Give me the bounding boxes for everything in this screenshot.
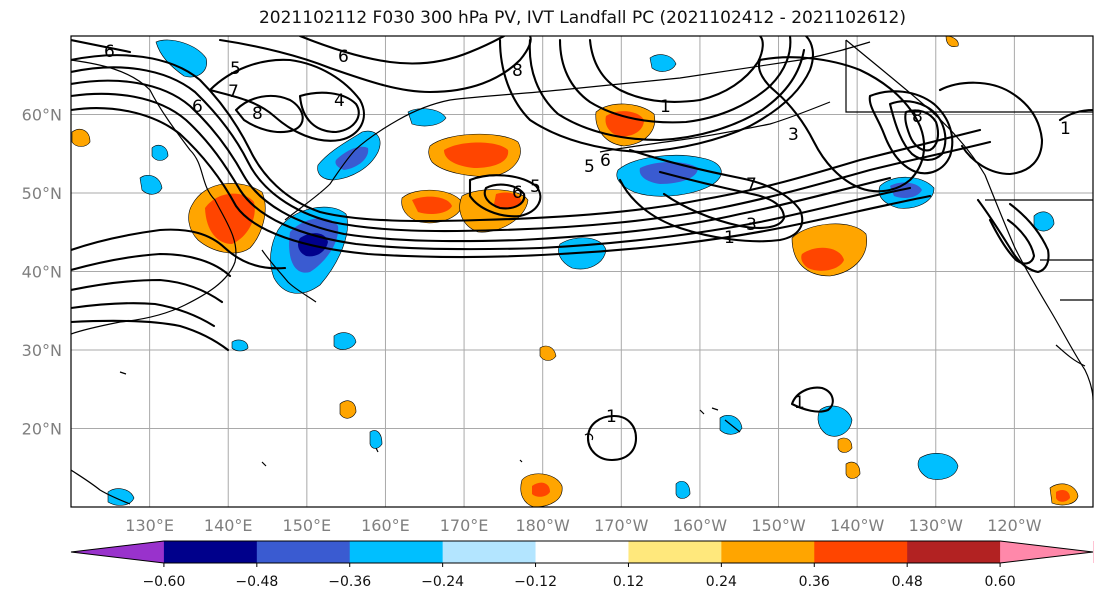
colorbar-tick-label: 0.60 <box>985 574 1016 590</box>
graticule <box>71 36 1093 507</box>
longitude-label: 120°W <box>987 516 1042 535</box>
svg-text:5: 5 <box>530 177 541 197</box>
colorbar-tick-label: −0.24 <box>421 574 464 590</box>
svg-text:6: 6 <box>338 47 349 67</box>
pv-contours <box>71 36 1093 462</box>
svg-text:6: 6 <box>192 97 203 117</box>
colorbar-tick-label: −0.12 <box>514 574 557 590</box>
svg-text:8: 8 <box>252 104 263 124</box>
svg-text:1: 1 <box>606 407 617 427</box>
svg-text:8: 8 <box>512 61 523 81</box>
latitude-labels: 60°N 50°N 40°N 30°N 20°N <box>22 106 62 439</box>
colorbar-segment <box>442 541 537 563</box>
longitude-labels: 130°E 140°E 150°E 160°E 170°E 180°W 170°W 160°W… <box>125 516 1041 535</box>
colorbar-segment <box>535 541 629 563</box>
latitude-label: 30°N <box>22 341 62 360</box>
svg-text:6: 6 <box>512 183 523 203</box>
svg-text:1: 1 <box>724 228 735 248</box>
longitude-label: 170°W <box>594 516 649 535</box>
longitude-label: 160°E <box>361 516 410 535</box>
svg-text:6: 6 <box>104 42 115 62</box>
longitude-label: 150°E <box>283 516 332 535</box>
longitude-label: 140°E <box>204 516 253 535</box>
longitude-label: 130°E <box>125 516 174 535</box>
colorbar-segment <box>721 541 815 563</box>
longitude-label: 170°E <box>440 516 489 535</box>
colorbar-tick-label: 0.24 <box>706 574 737 590</box>
colorbar-tick-label: 0.48 <box>892 574 923 590</box>
svg-text:8: 8 <box>912 107 923 127</box>
plot-frame <box>70 35 1094 508</box>
svg-text:3: 3 <box>788 125 799 145</box>
latitude-label: 60°N <box>22 106 62 125</box>
colorbar-segment <box>256 541 351 563</box>
latitude-label: 40°N <box>22 263 62 282</box>
colorbar-segment <box>814 541 908 563</box>
svg-text:5: 5 <box>584 157 595 177</box>
longitude-label: 130°W <box>909 516 964 535</box>
map-title: 2021102112 F030 300 hPa PV, IVT Landfall… <box>258 8 906 28</box>
svg-text:1: 1 <box>660 97 671 117</box>
svg-text:6: 6 <box>600 151 611 171</box>
colorbar: −0.60 −0.48 −0.36 −0.24 −0.12 0.12 0.24 0.36 0.4… <box>70 540 1094 590</box>
svg-text:4: 4 <box>334 91 345 111</box>
svg-text:5: 5 <box>230 59 241 79</box>
colorbar-tick-label: 0.36 <box>799 574 830 590</box>
colorbar-tick-label: −0.36 <box>328 574 371 590</box>
longitude-label: 150°W <box>751 516 806 535</box>
contour-labels: 6 5 7 6 8 4 6 8 5 6 6 5 7 3 1 3 1 8 1 1 … <box>104 42 1071 427</box>
colorbar-tick-label: 0.12 <box>613 574 644 590</box>
colorbar-segment <box>349 541 444 563</box>
longitude-label: 140°W <box>830 516 885 535</box>
svg-text:7: 7 <box>228 82 239 102</box>
longitude-label: 160°W <box>673 516 728 535</box>
colorbar-segment <box>163 541 258 563</box>
colorbar-tick-label: −0.48 <box>235 574 278 590</box>
svg-text:1: 1 <box>1060 119 1071 139</box>
colorbar-tick-label: −0.60 <box>142 574 185 590</box>
longitude-label: 180°W <box>516 516 571 535</box>
latitude-label: 20°N <box>22 420 62 439</box>
latitude-label: 50°N <box>22 184 62 203</box>
svg-text:1: 1 <box>794 393 805 413</box>
svg-text:3: 3 <box>746 215 757 235</box>
svg-text:7: 7 <box>746 175 757 195</box>
colorbar-segment <box>907 541 1001 563</box>
colorbar-segment <box>628 541 722 563</box>
